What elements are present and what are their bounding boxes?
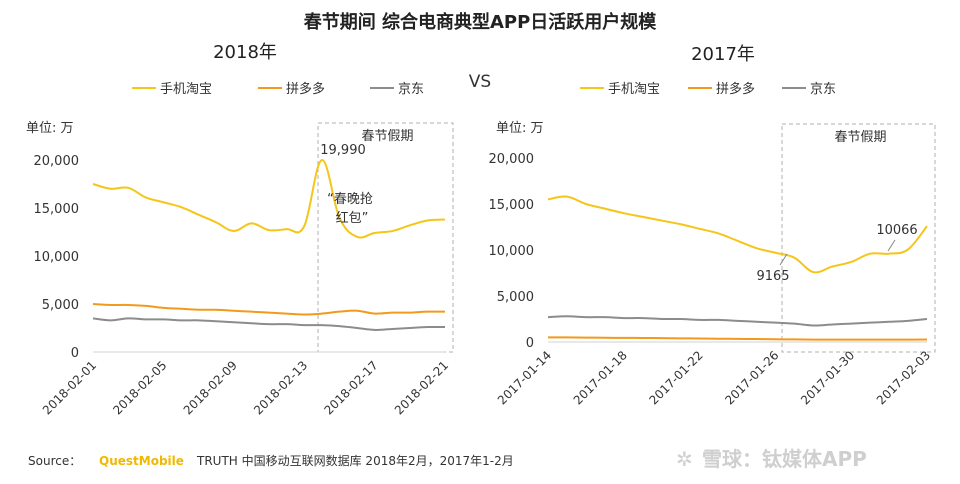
annotation-peak-value: 19,990 — [320, 143, 366, 158]
unit-label-2018: 单位: 万 — [26, 121, 74, 136]
unit-label-2017: 单位: 万 — [496, 121, 544, 136]
annotation-red-envelope-line2: 红包” — [336, 210, 369, 226]
annotation-leader-low — [779, 253, 788, 266]
legend-pdd-label: 拼多多 — [716, 81, 755, 97]
x-tick-label: 2018-02-13 — [251, 358, 310, 417]
annotation-red-envelope-line1: “春晚抢 — [327, 191, 373, 207]
series-line-pdd — [92, 303, 446, 316]
x-tick-label: 2018-02-21 — [392, 358, 451, 417]
x-tick-label: 2018-02-05 — [110, 358, 169, 417]
holiday-box — [781, 123, 936, 353]
legend-taobao-label: 手机淘宝 — [608, 82, 660, 97]
watermark-text: 雪球：钛媒体APP — [702, 447, 867, 471]
x-tick-label: 2017-01-26 — [722, 348, 781, 407]
watermark-icon: ✲ — [676, 447, 693, 471]
holiday-box-label: 春节假期 — [361, 129, 413, 144]
main-title: 春节期间 综合电商典型APP日活跃用户规模 — [304, 11, 658, 33]
x-tick-label: 2017-02-03 — [874, 348, 933, 407]
y-tick-label: 0 — [526, 336, 534, 351]
series-line-jd — [92, 317, 446, 331]
y-tick-label: 0 — [71, 346, 79, 361]
legend-2017: 手机淘宝 拼多多 京东 — [580, 81, 836, 97]
plot-2017: 春节假期 0 5,000 10,000 15,000 20,000 2017-01-14 20… — [489, 123, 936, 407]
chart-2018-title: 2018年 — [213, 42, 277, 63]
holiday-box-label: 春节假期 — [834, 130, 886, 145]
chart-2017-title: 2017年 — [691, 44, 755, 65]
series-line-jd — [547, 315, 928, 327]
annotation-leader-high — [887, 239, 896, 252]
y-tick-label: 5,000 — [42, 298, 79, 313]
series-line-taobao — [547, 195, 928, 274]
legend-jd-label: 京东 — [398, 82, 424, 97]
x-tick-label: 2018-02-17 — [322, 358, 381, 417]
x-tick-label: 2017-01-18 — [571, 348, 630, 407]
y-tick-label: 20,000 — [34, 154, 80, 169]
source-prefix: Source： — [28, 454, 81, 468]
vs-label: VS — [469, 72, 491, 92]
x-tick-label: 2017-01-22 — [647, 348, 706, 407]
x-tick-label: 2017-01-14 — [495, 348, 554, 407]
legend-2018: 手机淘宝 拼多多 京东 — [132, 81, 424, 97]
series-line-taobao — [92, 159, 446, 239]
legend-pdd-label: 拼多多 — [286, 81, 325, 97]
x-tick-label: 2018-02-09 — [181, 358, 240, 417]
source-brand: QuestMobile — [99, 454, 184, 468]
series-line-pdd — [547, 336, 928, 341]
chart-2017: 2017年 手机淘宝 拼多多 京东 单位: 万 春节假期 0 5,000 10,000… — [489, 44, 936, 407]
y-tick-label: 15,000 — [34, 202, 80, 217]
legend-jd-label: 京东 — [810, 82, 836, 97]
source-line: Source： QuestMobile TRUTH 中国移动互联网数据库 201… — [28, 453, 514, 468]
annotation-high-value: 10066 — [876, 223, 917, 238]
x-tick-label: 2018-02-01 — [40, 358, 99, 417]
y-tick-label: 20,000 — [489, 152, 535, 167]
y-tick-label: 5,000 — [497, 290, 534, 305]
y-tick-label: 10,000 — [489, 244, 535, 259]
annotation-low-value: 9165 — [756, 269, 789, 284]
watermark: ✲ 雪球：钛媒体APP — [676, 447, 867, 471]
chart-2018: 2018年 手机淘宝 拼多多 京东 单位: 万 春节假期 0 5,000 10,000… — [26, 42, 454, 417]
y-tick-label: 10,000 — [34, 250, 80, 265]
y-tick-label: 15,000 — [489, 198, 535, 213]
x-tick-label: 2017-01-30 — [798, 348, 857, 407]
legend-taobao-label: 手机淘宝 — [160, 82, 212, 97]
source-text: TRUTH 中国移动互联网数据库 2018年2月，2017年1-2月 — [196, 453, 514, 468]
